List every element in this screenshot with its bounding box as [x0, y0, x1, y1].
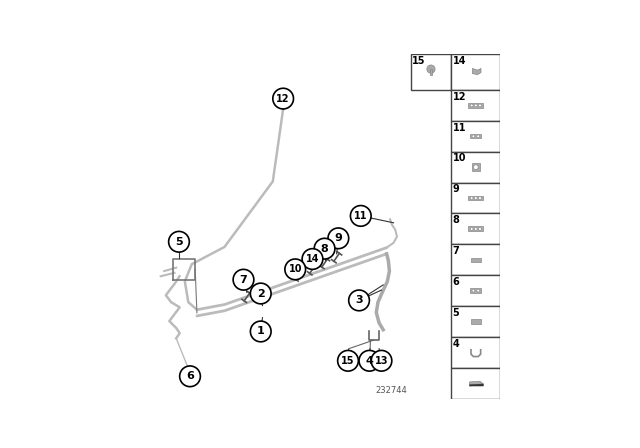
Bar — [468, 196, 483, 200]
Text: 9: 9 — [452, 184, 460, 194]
Circle shape — [314, 238, 335, 259]
Circle shape — [472, 289, 475, 292]
Bar — [430, 69, 432, 75]
Text: 7: 7 — [239, 275, 247, 285]
Circle shape — [273, 88, 294, 109]
Circle shape — [477, 135, 479, 138]
Circle shape — [479, 104, 481, 107]
Circle shape — [349, 290, 369, 311]
Bar — [471, 258, 481, 262]
Circle shape — [250, 321, 271, 342]
Bar — [472, 164, 479, 171]
Bar — [411, 54, 451, 90]
Circle shape — [328, 228, 349, 249]
Circle shape — [474, 197, 477, 199]
Text: 10: 10 — [289, 264, 302, 274]
Circle shape — [371, 350, 392, 371]
Bar — [471, 319, 481, 323]
Polygon shape — [470, 384, 483, 386]
Circle shape — [250, 283, 271, 304]
Circle shape — [168, 232, 189, 252]
Circle shape — [477, 289, 479, 292]
Text: 11: 11 — [452, 123, 466, 133]
Polygon shape — [472, 69, 481, 75]
Bar — [451, 90, 500, 121]
Text: 15: 15 — [412, 56, 426, 66]
Circle shape — [470, 228, 473, 230]
Text: 15: 15 — [341, 356, 355, 366]
Text: 232744: 232744 — [375, 386, 406, 395]
Circle shape — [338, 350, 358, 371]
Circle shape — [472, 135, 475, 138]
Text: 12: 12 — [452, 92, 466, 102]
Text: 11: 11 — [354, 211, 367, 221]
Text: 3: 3 — [355, 295, 363, 306]
Text: 2: 2 — [257, 289, 264, 298]
Circle shape — [351, 206, 371, 226]
Circle shape — [427, 65, 435, 73]
Circle shape — [479, 197, 481, 199]
Text: 6: 6 — [452, 277, 460, 287]
Circle shape — [479, 228, 481, 230]
Text: 12: 12 — [276, 94, 290, 103]
Text: 8: 8 — [321, 244, 328, 254]
Text: 1: 1 — [257, 327, 264, 336]
Circle shape — [359, 350, 380, 371]
Bar — [451, 54, 500, 90]
Bar — [451, 183, 500, 214]
Polygon shape — [470, 381, 483, 386]
Circle shape — [180, 366, 200, 387]
Circle shape — [233, 269, 254, 290]
Text: 7: 7 — [452, 246, 460, 256]
Circle shape — [302, 249, 323, 269]
Bar — [451, 121, 500, 152]
Bar — [451, 337, 500, 368]
Text: 5: 5 — [452, 308, 460, 318]
Circle shape — [470, 197, 473, 199]
Bar — [451, 275, 500, 306]
Text: 5: 5 — [175, 237, 183, 247]
Text: 9: 9 — [335, 233, 342, 243]
Text: 14: 14 — [306, 254, 319, 264]
Text: 4: 4 — [452, 339, 460, 349]
Text: 13: 13 — [374, 356, 388, 366]
Bar — [451, 152, 500, 183]
Bar — [470, 134, 481, 138]
Text: 14: 14 — [452, 56, 466, 66]
Bar — [451, 244, 500, 275]
Text: 4: 4 — [365, 356, 373, 366]
Bar — [451, 368, 500, 399]
Text: 8: 8 — [452, 215, 460, 225]
Bar — [451, 214, 500, 244]
Circle shape — [474, 228, 477, 230]
Circle shape — [474, 104, 477, 107]
Circle shape — [285, 259, 305, 280]
Text: 10: 10 — [452, 154, 466, 164]
Bar — [451, 306, 500, 337]
Circle shape — [474, 165, 478, 170]
Circle shape — [470, 104, 473, 107]
Bar — [468, 103, 483, 108]
Bar — [470, 288, 481, 293]
Bar — [468, 227, 483, 231]
Text: 6: 6 — [186, 371, 194, 381]
